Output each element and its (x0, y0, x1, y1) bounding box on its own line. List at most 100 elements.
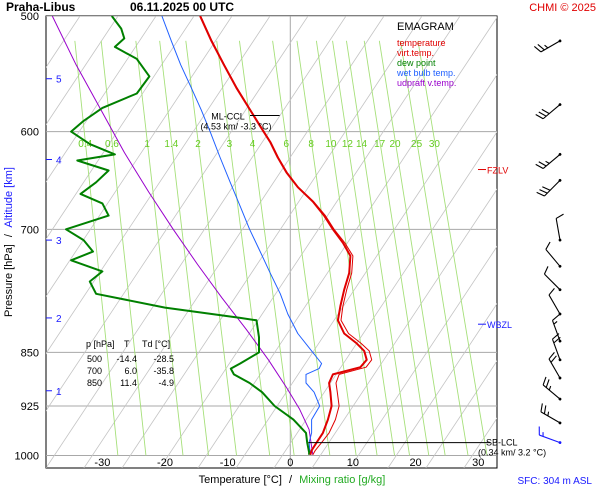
wind-barb-half-flag (553, 320, 558, 325)
wind-barb-flag (548, 287, 555, 296)
pressure-tick-label: 700 (21, 224, 39, 236)
mixing-ratio-label: 4 (250, 139, 256, 150)
sounding-datetime: 06.11.2025 00 UTC (130, 0, 234, 14)
wind-barb-flag (548, 351, 555, 360)
ml-ccl-value: (4.53 km/ -3.3 °C) (200, 122, 271, 132)
wind-barb-station (558, 288, 562, 292)
mixing-ratio-line (135, 40, 184, 456)
wind-barb-flag (555, 213, 564, 219)
wind-barb-flag (545, 241, 551, 250)
pressure-tick-label: 600 (21, 127, 39, 139)
ml-ccl-label: ML-CCL (211, 112, 245, 122)
legend: EMAGRAM temperature virt.temp. dew point… (396, 21, 456, 88)
wind-barb-flag (543, 266, 549, 275)
wind-barb-station (558, 339, 562, 343)
wind-barb (533, 39, 562, 53)
dry-adiabat (46, 16, 195, 240)
mixing-ratio-label: 0.6 (105, 139, 119, 150)
mixing-ratio-label: 12 (342, 139, 354, 150)
copyright: CHMI © 2025 (529, 2, 596, 14)
wind-barb-station (558, 103, 562, 106)
level-table: p [hPa] T Td [°C] 500 -14.4 -28.5 700 6.… (86, 339, 174, 388)
dry-adiabat (46, 16, 347, 468)
wind-barb (536, 178, 562, 197)
legend-updraft: udpraft v.temp. (397, 78, 456, 88)
sb-lcl-value: (0.34 km/ 3.2 °C) (478, 448, 546, 458)
dry-adiabat (46, 16, 271, 355)
wind-barb-flag (540, 403, 543, 412)
sb-lcl-label: SB-LCL (486, 438, 518, 448)
table-cell: -28.5 (153, 354, 174, 364)
dry-adiabat (311, 188, 497, 468)
series-udpraft-v-temp (51, 16, 314, 455)
wind-barb (555, 213, 564, 242)
surface-label: SFC: 304 m ASL (518, 476, 593, 487)
wind-barb-flag (545, 379, 550, 388)
legend-title: EMAGRAM (397, 21, 454, 33)
dry-adiabat (540, 16, 600, 468)
y-axis-title: Pressure [hPa] / Altitude [km] (3, 167, 15, 317)
altitude-labels: 5 4 3 2 1 (46, 75, 62, 398)
dry-adiabat (387, 303, 497, 468)
temperature-tick-label: -20 (157, 457, 173, 469)
pressure-tick-label: 850 (21, 347, 39, 359)
table-header-td: Td [°C] (142, 339, 170, 349)
legend-temperature: temperature (397, 38, 446, 48)
dry-adiabat (273, 131, 497, 468)
series-layer (51, 16, 373, 456)
wind-barb-station (558, 152, 562, 156)
mixing-ratio-line (159, 40, 209, 456)
wind-barb-staff (544, 273, 561, 291)
table-cell: -14.4 (116, 354, 137, 364)
altitude-label: 4 (56, 155, 62, 166)
mixing-ratio-line (363, 40, 430, 456)
wind-barb (535, 103, 562, 120)
table-cell: 700 (87, 366, 102, 376)
wind-barb (551, 333, 562, 362)
wind-barb-staff (548, 358, 561, 379)
mixing-ratio-label: 14 (356, 139, 368, 150)
wind-barb-staff (539, 434, 561, 444)
mixing-ratio-label: 25 (411, 139, 423, 150)
wind-barb-flag (533, 46, 542, 53)
legend-wet-bulb: wet bulb temp. (396, 68, 456, 78)
temperature-tick-label: 20 (409, 457, 421, 469)
wind-barb-station (558, 358, 562, 362)
wind-barb-half-flag (544, 44, 549, 49)
mixing-ratio-line (346, 40, 410, 456)
dry-adiabat (578, 16, 600, 468)
table-cell: -4.9 (158, 378, 174, 388)
wind-barb-station (558, 421, 562, 425)
mixing-ratio-label: 20 (390, 139, 402, 150)
wind-barb (545, 241, 562, 268)
series-dew-point (65, 16, 311, 455)
wind-barb-flag (552, 314, 560, 321)
wind-barb-flag (535, 163, 544, 170)
wind-barb-flag (539, 189, 548, 194)
wind-barb-flag (538, 426, 540, 436)
legend-dew-point: dew point (397, 58, 436, 68)
mixing-ratio-label: 0.4 (78, 139, 92, 150)
dry-adiabat (159, 16, 461, 468)
table-header-t: T (124, 339, 130, 349)
wind-barb-staff (542, 384, 561, 400)
table-cell: -35.8 (153, 366, 174, 376)
dry-adiabat (502, 16, 600, 468)
mixing-ratio-line (272, 40, 331, 456)
mixing-ratio-label: 2 (195, 139, 201, 150)
altitude-label: 2 (56, 314, 62, 325)
wind-barb-station (558, 264, 562, 268)
mixing-ratio-line (216, 40, 271, 456)
wind-barb (542, 376, 562, 401)
temperature-tick-label: 10 (347, 457, 359, 469)
mixing-ratio-label: 8 (308, 139, 314, 150)
wind-barb-flag (553, 336, 561, 344)
wind-barb-half-flag (542, 432, 544, 437)
wind-barb-staff (540, 40, 561, 53)
wind-barb-flag (536, 191, 545, 197)
table-cell: 11.4 (120, 378, 137, 388)
wind-barb-flag (538, 111, 547, 117)
mixing-ratio-line (185, 40, 237, 456)
wind-barb (551, 314, 562, 343)
